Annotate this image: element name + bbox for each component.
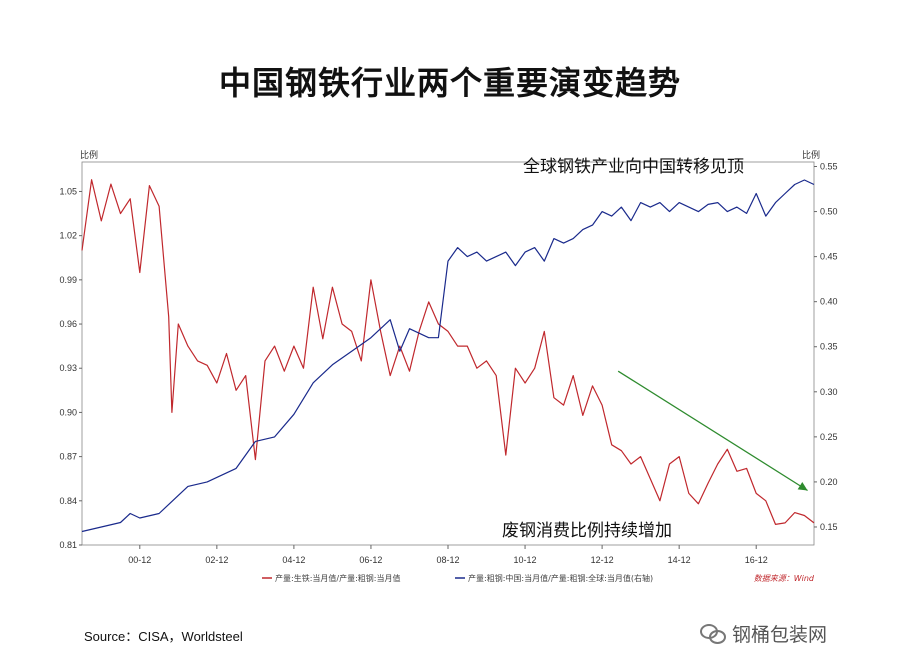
y-right-tick-label: 0.30 xyxy=(820,387,838,397)
y-right-tick-label: 0.35 xyxy=(820,342,838,352)
series-line-china-share xyxy=(81,179,815,533)
y-left-tick-label: 0.93 xyxy=(59,363,77,373)
x-tick-label: 08-12 xyxy=(436,555,459,565)
y-left-tick-label: 1.02 xyxy=(59,231,77,241)
y-left-tick-label: 0.90 xyxy=(59,407,77,417)
data-source-note: 数据来源：Wind xyxy=(754,574,815,583)
x-tick-label: 12-12 xyxy=(591,555,614,565)
annotation-china-share: 全球钢铁产业向中国转移见顶 xyxy=(523,157,744,177)
x-tick-label: 02-12 xyxy=(205,555,228,565)
x-tick-label: 16-12 xyxy=(745,555,768,565)
wechat-icon xyxy=(700,622,726,644)
y-left-tick-label: 0.99 xyxy=(59,275,77,285)
plot-frame xyxy=(81,161,815,546)
series-line-pig-iron-ratio xyxy=(81,179,815,525)
source-note: Source：CISA，Worldsteel xyxy=(84,629,243,644)
page-title: 中国钢铁行业两个重要演变趋势 xyxy=(218,64,681,102)
trend-arrow-head xyxy=(797,482,808,491)
x-tick-label: 06-12 xyxy=(359,555,382,565)
y-right-tick-label: 0.20 xyxy=(820,477,838,487)
y-left-tick-label: 0.96 xyxy=(59,319,77,329)
legend-entry: 产量:生铁:当月值/产量:粗钢:当月值 xyxy=(275,573,400,583)
legend-entry: 产量:粗钢:中国:当月值/产量:粗钢:全球:当月值(右轴) xyxy=(468,573,653,583)
trend-arrow-line xyxy=(617,370,808,492)
y-left-tick-label: 0.87 xyxy=(59,452,77,462)
watermark: 钢桶包装网 xyxy=(700,618,827,648)
annotation-scrap-ratio: 废钢消费比例持续增加 xyxy=(502,521,672,541)
y-right-tick-label: 0.25 xyxy=(820,432,838,442)
y-left-axis-label: 比例 xyxy=(80,149,98,160)
y-left-tick-label: 1.05 xyxy=(59,186,77,196)
y-right-tick-label: 0.45 xyxy=(820,252,838,262)
y-left-tick-label: 0.84 xyxy=(59,496,77,506)
y-right-tick-label: 0.40 xyxy=(820,297,838,307)
x-tick-label: 14-12 xyxy=(668,555,691,565)
y-right-tick-label: 0.50 xyxy=(820,207,838,217)
y-right-tick-label: 0.15 xyxy=(820,522,838,532)
y-left-tick-label: 0.81 xyxy=(59,540,77,550)
x-tick-label: 10-12 xyxy=(514,555,537,565)
x-tick-label: 04-12 xyxy=(282,555,305,565)
y-right-axis-label: 比例 xyxy=(802,149,820,160)
watermark-text: 钢桶包装网 xyxy=(732,623,828,646)
y-right-tick-label: 0.55 xyxy=(820,162,838,172)
x-tick-label: 00-12 xyxy=(128,555,151,565)
